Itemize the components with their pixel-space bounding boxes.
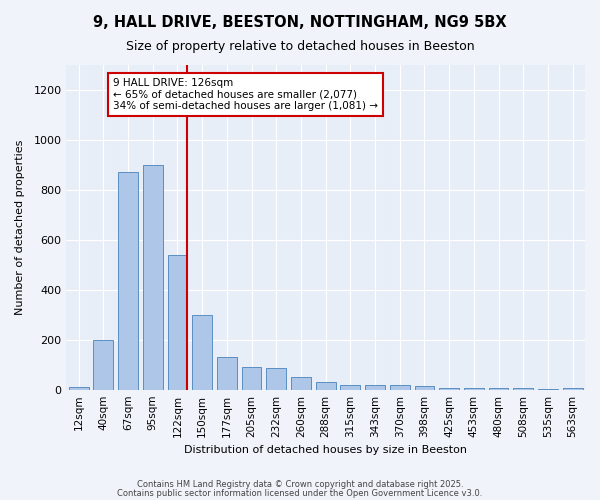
Text: 9, HALL DRIVE, BEESTON, NOTTINGHAM, NG9 5BX: 9, HALL DRIVE, BEESTON, NOTTINGHAM, NG9 … — [93, 15, 507, 30]
Bar — [192, 315, 212, 390]
Text: 9 HALL DRIVE: 126sqm
← 65% of detached houses are smaller (2,077)
34% of semi-de: 9 HALL DRIVE: 126sqm ← 65% of detached h… — [113, 78, 378, 111]
Text: Contains HM Land Registry data © Crown copyright and database right 2025.: Contains HM Land Registry data © Crown c… — [137, 480, 463, 489]
Bar — [217, 357, 237, 390]
Y-axis label: Number of detached properties: Number of detached properties — [15, 140, 25, 315]
X-axis label: Distribution of detached houses by size in Beeston: Distribution of detached houses by size … — [184, 445, 467, 455]
Text: Contains public sector information licensed under the Open Government Licence v3: Contains public sector information licen… — [118, 488, 482, 498]
Bar — [390, 384, 410, 390]
Bar — [415, 386, 434, 390]
Bar — [514, 388, 533, 390]
Bar — [167, 255, 187, 390]
Bar — [266, 368, 286, 390]
Bar — [143, 165, 163, 390]
Bar — [538, 389, 558, 390]
Bar — [439, 388, 459, 390]
Bar — [340, 384, 360, 390]
Bar — [464, 388, 484, 390]
Bar — [118, 172, 138, 390]
Bar — [291, 377, 311, 390]
Bar — [242, 367, 262, 390]
Bar — [69, 387, 89, 390]
Bar — [316, 382, 335, 390]
Bar — [563, 388, 583, 390]
Bar — [94, 340, 113, 390]
Bar — [365, 384, 385, 390]
Text: Size of property relative to detached houses in Beeston: Size of property relative to detached ho… — [125, 40, 475, 53]
Bar — [488, 388, 508, 390]
